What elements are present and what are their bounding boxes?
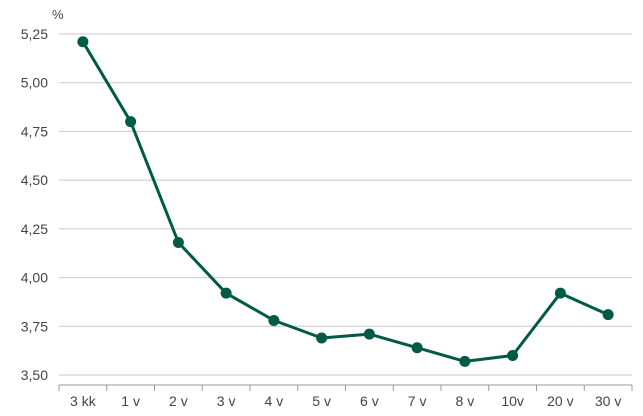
series-line	[81, 41, 609, 363]
y-tick-label: 4,25	[21, 221, 48, 237]
data-point	[554, 287, 566, 299]
data-point	[363, 328, 375, 340]
x-tick-label: 4 v	[265, 393, 284, 409]
x-tick-label: 30 v	[595, 393, 621, 409]
x-tick-label: 5 v	[312, 393, 331, 409]
y-axis-ticks: 3,50 3,75 4,00 4,25 4,50 4,75 5,00 5,25	[21, 26, 48, 383]
y-axis-unit-label: %	[52, 7, 64, 22]
x-tick-label: 1 v	[121, 393, 140, 409]
x-tick-label: 2 v	[169, 393, 188, 409]
data-point	[411, 342, 423, 354]
data-point	[602, 309, 614, 321]
x-tick-label: 7 v	[408, 393, 427, 409]
x-tick-label: 3 v	[217, 393, 236, 409]
data-point	[125, 116, 137, 128]
data-point	[459, 355, 471, 367]
y-tick-label: 5,00	[21, 75, 48, 91]
x-tick-label: 6 v	[360, 393, 379, 409]
y-tick-label: 3,50	[21, 367, 48, 383]
data-point	[507, 350, 519, 362]
x-tick-label: 8 v	[456, 393, 475, 409]
data-point	[268, 314, 280, 326]
y-tick-label: 5,25	[21, 26, 48, 42]
x-tick-label: 10v	[501, 393, 524, 409]
x-tick-label: 20 v	[547, 393, 573, 409]
y-tick-label: 3,75	[21, 318, 48, 334]
data-point	[77, 36, 89, 48]
data-point	[172, 236, 184, 248]
data-point	[220, 287, 232, 299]
gridlines	[59, 33, 632, 376]
series-group	[77, 36, 614, 367]
y-tick-label: 4,75	[21, 123, 48, 139]
data-point	[316, 332, 328, 344]
y-tick-label: 4,50	[21, 172, 48, 188]
x-axis: 3 kk 1 v 2 v 3 v 4 v 5 v 6 v 7 v 8 v 10v 20 v 30 v	[58, 384, 633, 409]
y-tick-label: 4,00	[21, 270, 48, 286]
x-tick-label: 3 kk	[70, 393, 97, 409]
